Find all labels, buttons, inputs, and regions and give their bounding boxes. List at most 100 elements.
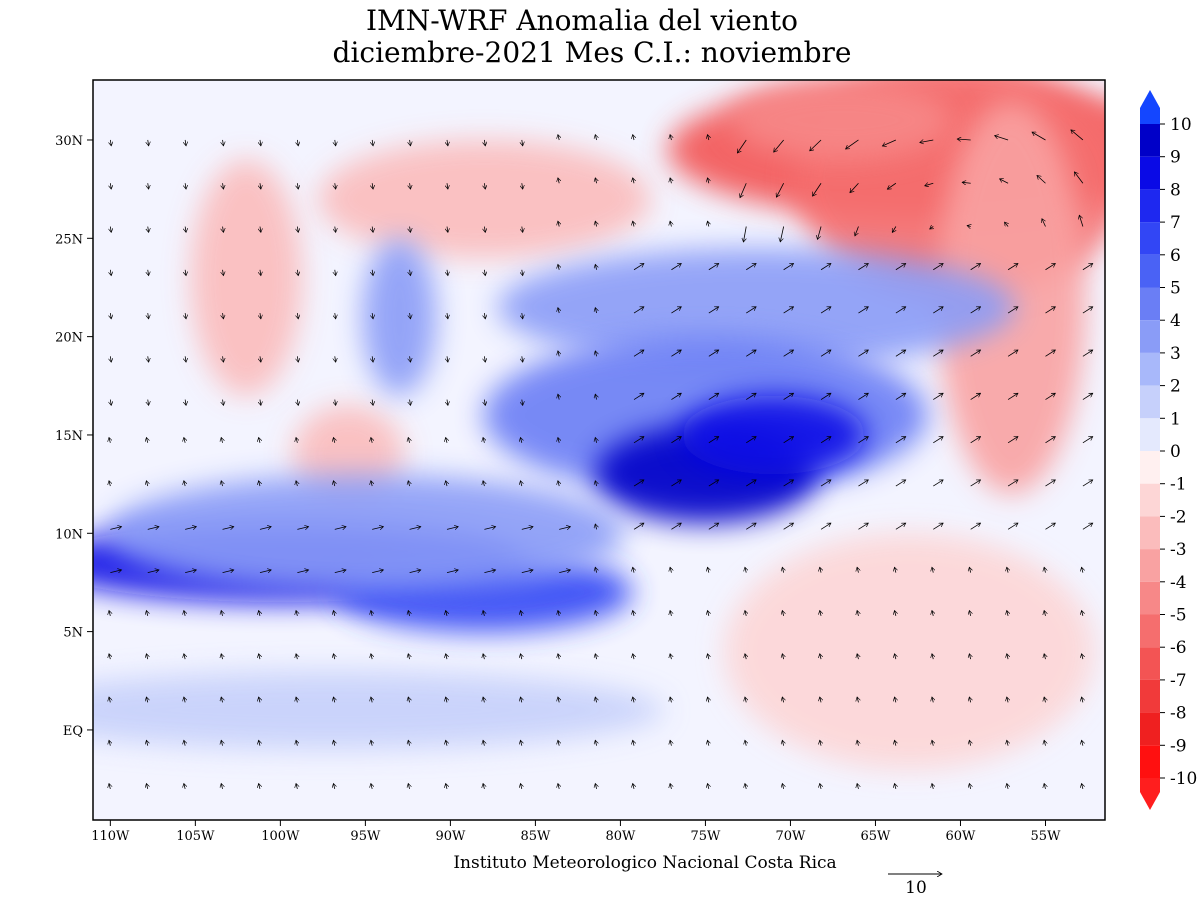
colorbar-cell xyxy=(1140,778,1160,792)
wind-vector xyxy=(970,263,981,271)
wind-vector xyxy=(810,139,822,151)
wind-vector xyxy=(109,697,110,703)
wind-vector xyxy=(223,269,224,276)
colorbar-label: -9 xyxy=(1170,736,1187,756)
wind-vector xyxy=(1042,219,1046,227)
wind-vector xyxy=(558,697,559,703)
wind-vector xyxy=(707,784,708,790)
colorbar-cell xyxy=(1140,745,1160,778)
wind-vector xyxy=(446,481,447,487)
wind-vector xyxy=(671,436,681,444)
wind-vector xyxy=(223,226,224,233)
wind-vector xyxy=(185,269,186,276)
wind-vector xyxy=(1045,306,1055,314)
wind-vector xyxy=(783,349,794,357)
wind-vector xyxy=(408,481,409,487)
wind-vector xyxy=(1007,349,1018,357)
wind-vector xyxy=(148,183,149,189)
wind-vector xyxy=(783,392,794,400)
wind-vector xyxy=(185,527,196,530)
wind-vector xyxy=(670,178,671,184)
wind-vector xyxy=(633,610,634,616)
wind-vector xyxy=(895,567,896,573)
wind-vector xyxy=(857,654,858,660)
wind-vector xyxy=(483,654,484,660)
wind-vector xyxy=(484,570,495,573)
wind-vector xyxy=(776,183,785,197)
wind-vector xyxy=(410,399,411,406)
wind-vector xyxy=(148,269,149,276)
wind-vector xyxy=(969,697,970,703)
wind-vector xyxy=(895,349,906,357)
wind-vector xyxy=(633,306,644,314)
wind-vector xyxy=(1082,654,1083,660)
wind-vector xyxy=(633,263,644,271)
wind-vector xyxy=(335,399,336,406)
anomaly-area xyxy=(724,533,1095,770)
wind-vector xyxy=(970,479,981,487)
anomaly-area xyxy=(362,238,437,396)
wind-vector xyxy=(1007,522,1018,530)
wind-vector xyxy=(410,356,411,362)
wind-vector xyxy=(857,784,858,790)
wind-vector xyxy=(409,570,421,573)
wind-vector xyxy=(260,269,261,276)
anomaly-area xyxy=(317,139,651,259)
anomaly-area xyxy=(680,395,866,475)
wind-vector xyxy=(745,610,746,616)
wind-vector xyxy=(932,654,933,660)
wind-vector xyxy=(184,481,185,487)
wind-vector xyxy=(1044,654,1045,660)
wind-vector xyxy=(297,269,298,276)
wind-vector xyxy=(408,784,409,790)
wind-vector xyxy=(558,308,559,314)
x-tick-label: 55W xyxy=(1031,829,1062,844)
wind-vector xyxy=(820,349,831,357)
wind-vector xyxy=(297,183,298,189)
x-tick-label: 105W xyxy=(176,829,215,844)
wind-vector xyxy=(109,654,110,660)
wind-vector xyxy=(895,740,896,746)
wind-vector xyxy=(895,654,896,660)
wind-vector xyxy=(146,481,147,487)
wind-vector xyxy=(962,182,971,183)
wind-vector xyxy=(446,740,447,746)
wind-vector xyxy=(447,312,448,319)
wind-vector xyxy=(1007,436,1018,444)
wind-vector xyxy=(185,183,186,189)
wind-vector xyxy=(447,269,448,276)
wind-vector xyxy=(783,479,794,487)
wind-vector xyxy=(858,479,868,487)
wind-vector xyxy=(774,139,784,152)
wind-vector xyxy=(372,527,383,530)
wind-vector xyxy=(895,392,906,400)
wind-vector xyxy=(817,226,822,240)
wind-vector xyxy=(372,356,373,362)
wind-vector xyxy=(147,570,159,573)
wind-vector xyxy=(110,183,111,189)
wind-vector xyxy=(746,436,756,444)
wind-vector xyxy=(483,481,484,487)
wind-vector xyxy=(1045,479,1055,487)
wind-vector xyxy=(408,697,409,703)
wind-vector xyxy=(1004,222,1008,227)
wind-vector xyxy=(895,263,906,271)
wind-vector xyxy=(334,527,346,530)
x-tick-label: 80W xyxy=(605,829,636,844)
wind-vector xyxy=(447,356,448,362)
wind-vector xyxy=(372,183,373,189)
colorbar-cell xyxy=(1140,679,1160,713)
wind-vector xyxy=(783,263,794,271)
colorbar-label: -5 xyxy=(1170,606,1187,626)
wind-vector xyxy=(446,697,447,703)
wind-vector xyxy=(782,610,783,616)
wind-vector xyxy=(707,178,708,184)
wind-vector xyxy=(297,399,298,406)
colorbar-cell xyxy=(1140,712,1160,746)
wind-vector xyxy=(221,437,222,443)
wind-vector xyxy=(109,437,110,443)
wind-vector xyxy=(671,263,681,271)
wind-vector xyxy=(333,740,334,746)
y-tick-label: 20N xyxy=(55,331,83,346)
wind-vector xyxy=(484,356,485,362)
